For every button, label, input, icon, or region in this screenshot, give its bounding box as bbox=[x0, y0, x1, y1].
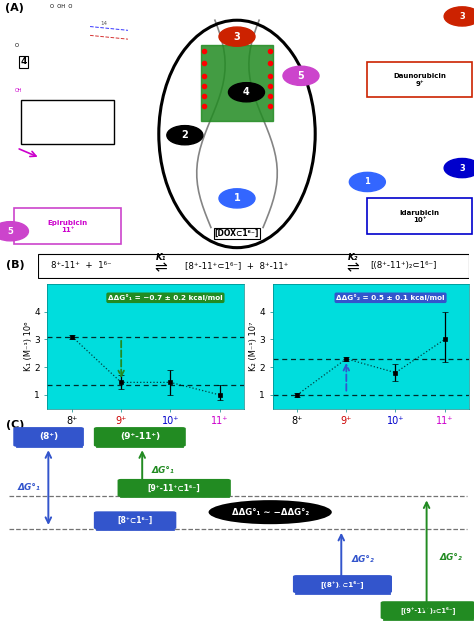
Text: ΔΔG°₁ ∼ −ΔΔG°₂: ΔΔG°₁ ∼ −ΔΔG°₂ bbox=[232, 508, 309, 517]
Text: ΔG°₁: ΔG°₁ bbox=[152, 466, 175, 475]
Text: [DOX⊂1⁶⁻]: [DOX⊂1⁶⁻] bbox=[215, 229, 259, 238]
Text: [8⁺⊂1⁶⁻]: [8⁺⊂1⁶⁻] bbox=[118, 516, 153, 525]
Y-axis label: K₁ (M⁻¹) 10⁶: K₁ (M⁻¹) 10⁶ bbox=[24, 321, 33, 371]
Text: K₁: K₁ bbox=[155, 253, 166, 262]
FancyBboxPatch shape bbox=[38, 253, 469, 278]
Text: 1: 1 bbox=[365, 177, 370, 187]
Ellipse shape bbox=[209, 500, 332, 524]
Text: 4: 4 bbox=[20, 57, 27, 66]
Circle shape bbox=[0, 222, 28, 241]
Circle shape bbox=[167, 125, 203, 145]
Text: 3: 3 bbox=[459, 163, 465, 173]
Circle shape bbox=[219, 189, 255, 208]
Text: 11⁺: 11⁺ bbox=[61, 228, 74, 233]
Polygon shape bbox=[201, 46, 273, 121]
FancyBboxPatch shape bbox=[94, 427, 186, 447]
Text: (C): (C) bbox=[6, 420, 24, 430]
Text: 3: 3 bbox=[234, 32, 240, 42]
Text: [(8⁺)₂⊂1⁶⁻]: [(8⁺)₂⊂1⁶⁻] bbox=[320, 580, 365, 588]
Text: ΔG°₁: ΔG°₁ bbox=[18, 482, 41, 492]
Text: 3: 3 bbox=[459, 12, 465, 21]
Text: O  OH  O: O OH O bbox=[50, 4, 73, 9]
FancyBboxPatch shape bbox=[367, 62, 472, 97]
Circle shape bbox=[444, 158, 474, 178]
FancyBboxPatch shape bbox=[13, 427, 84, 447]
Text: Epirubicin: Epirubicin bbox=[48, 220, 88, 226]
Text: 5: 5 bbox=[8, 227, 13, 236]
Text: ΔG°₂: ΔG°₂ bbox=[351, 555, 374, 563]
Text: 10⁺: 10⁺ bbox=[413, 217, 426, 223]
Circle shape bbox=[219, 27, 255, 46]
Text: OH: OH bbox=[15, 89, 23, 94]
Text: [(8⁺-11⁺)₂⊂1⁶⁻]: [(8⁺-11⁺)₂⊂1⁶⁻] bbox=[370, 261, 437, 270]
FancyBboxPatch shape bbox=[381, 601, 474, 619]
Text: (B): (B) bbox=[6, 260, 24, 270]
Text: K₂: K₂ bbox=[347, 253, 358, 262]
Text: [9⁺-11⁺⊂1⁶⁻]: [9⁺-11⁺⊂1⁶⁻] bbox=[148, 484, 201, 492]
Text: O: O bbox=[15, 43, 18, 48]
Text: 8⁺: 8⁺ bbox=[64, 117, 72, 122]
Text: 9⁺: 9⁺ bbox=[415, 81, 424, 87]
Y-axis label: K₂ (M⁻¹) 10⁷: K₂ (M⁻¹) 10⁷ bbox=[249, 321, 258, 371]
Text: 335 Å²: 335 Å² bbox=[55, 124, 81, 131]
Text: ⇌: ⇌ bbox=[346, 260, 359, 275]
FancyBboxPatch shape bbox=[367, 198, 472, 234]
Circle shape bbox=[444, 7, 474, 26]
FancyBboxPatch shape bbox=[14, 208, 121, 244]
Text: 4: 4 bbox=[243, 87, 250, 97]
FancyBboxPatch shape bbox=[21, 100, 114, 144]
FancyBboxPatch shape bbox=[118, 479, 231, 497]
Circle shape bbox=[228, 82, 264, 102]
Circle shape bbox=[349, 172, 385, 192]
Text: [(9⁺-11⁺)₂⊂1⁶⁻]: [(9⁺-11⁺)₂⊂1⁶⁻] bbox=[400, 607, 456, 614]
Text: 8⁺-11⁺  +  1⁶⁻: 8⁺-11⁺ + 1⁶⁻ bbox=[51, 261, 111, 270]
Text: ΔG°₂: ΔG°₂ bbox=[440, 553, 463, 562]
Text: 14: 14 bbox=[101, 21, 108, 26]
FancyBboxPatch shape bbox=[293, 575, 392, 593]
Text: ΔΔG°₂ = 0.5 ± 0.1 kcal/mol: ΔΔG°₂ = 0.5 ± 0.1 kcal/mol bbox=[337, 295, 445, 301]
Text: ⇌: ⇌ bbox=[155, 260, 167, 275]
Text: 2: 2 bbox=[182, 130, 188, 140]
Text: Doxorubicin: Doxorubicin bbox=[43, 109, 92, 115]
Text: 1: 1 bbox=[234, 193, 240, 203]
FancyBboxPatch shape bbox=[94, 511, 176, 529]
Text: ΔΔG°₁ = −0.7 ± 0.2 kcal/mol: ΔΔG°₁ = −0.7 ± 0.2 kcal/mol bbox=[108, 295, 223, 301]
Text: [8⁺-11⁺⊂1⁶⁻]  +  8⁺-11⁺: [8⁺-11⁺⊂1⁶⁻] + 8⁺-11⁺ bbox=[184, 261, 288, 270]
Text: 5: 5 bbox=[298, 71, 304, 81]
Text: (A): (A) bbox=[5, 2, 24, 12]
Text: (9⁺-11⁺): (9⁺-11⁺) bbox=[120, 432, 160, 441]
Text: (8⁺): (8⁺) bbox=[39, 432, 58, 441]
Circle shape bbox=[283, 66, 319, 85]
Text: Idarubicin: Idarubicin bbox=[400, 210, 439, 216]
Text: Daunorubicin: Daunorubicin bbox=[393, 74, 446, 79]
